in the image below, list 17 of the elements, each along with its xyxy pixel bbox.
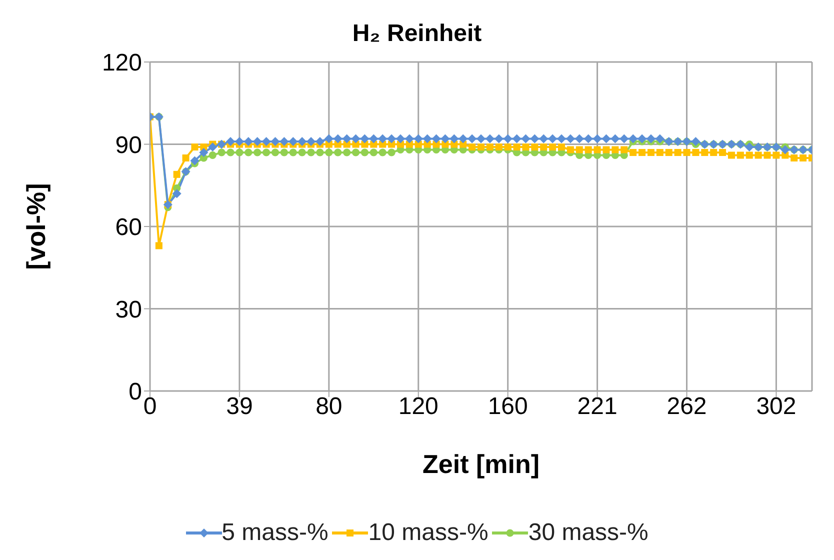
y-axis-title: [vol-%] [21, 183, 52, 270]
x-axis-title: Zeit [min] [422, 449, 540, 479]
y-tick-label: 120 [102, 50, 142, 77]
x-tick-label: 120 [398, 393, 438, 420]
x-tick-label: 221 [577, 393, 618, 420]
x-tick-label: 302 [756, 393, 796, 420]
y-tick-label: 30 [115, 296, 142, 324]
legend-label: 30 mass-% [528, 519, 648, 547]
x-tick-label: 80 [316, 393, 342, 420]
chart-title: H₂ Reinheit [352, 20, 482, 47]
y-tick-label: 90 [115, 132, 142, 159]
x-tick-label: 39 [226, 393, 253, 420]
legend-label: 10 mass-% [368, 519, 488, 547]
x-tick-label: 160 [488, 393, 528, 420]
y-tick-label: 60 [115, 214, 142, 242]
x-tick-label: 262 [666, 393, 707, 420]
legend-label: 5 mass-% [222, 519, 328, 547]
